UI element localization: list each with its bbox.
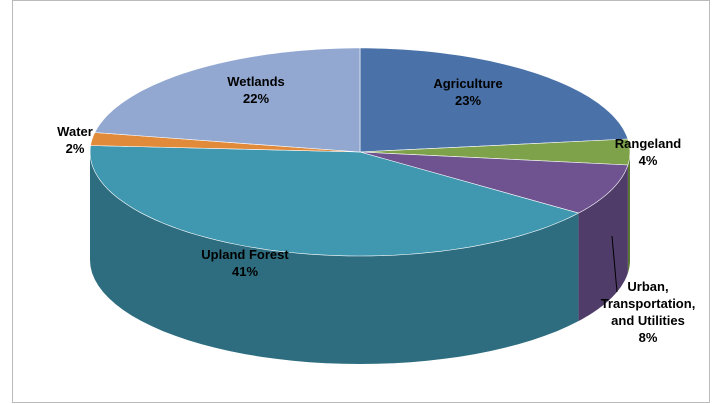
slice-name: Wetlands xyxy=(227,74,285,89)
slice xyxy=(359,151,629,214)
slice-side xyxy=(627,152,630,273)
slice-value: 23% xyxy=(454,93,482,108)
slice-name: Agriculture xyxy=(433,76,503,91)
slice xyxy=(89,145,580,257)
slice-side xyxy=(90,152,579,364)
slice-label: Agriculture 23% xyxy=(433,75,502,109)
slice-name: Rangeland xyxy=(614,136,682,151)
slice xyxy=(94,47,361,153)
slice-name: Upland Forest xyxy=(201,247,289,262)
slice-side xyxy=(578,165,628,322)
slice-label: Wetlands 22% xyxy=(227,73,285,107)
slice-name: Urban, Transportation, and Utilities xyxy=(600,279,696,328)
slice-value: 41% xyxy=(231,264,259,279)
pie-sides xyxy=(90,152,630,364)
slice-name: Water xyxy=(57,124,93,139)
slice xyxy=(359,47,629,153)
leader-line xyxy=(611,235,618,293)
slice-label: Urban, Transportation, and Utilities 8% xyxy=(592,278,704,346)
pie-tops xyxy=(89,47,631,257)
slice-value: 22% xyxy=(242,91,270,106)
slice-value: 4% xyxy=(638,153,658,168)
slice-value: 2% xyxy=(65,141,85,156)
slice xyxy=(359,138,631,166)
slice-label: Upland Forest 41% xyxy=(201,246,288,280)
slice-label: Rangeland 4% xyxy=(615,135,681,169)
slice-label: Water 2% xyxy=(57,123,93,157)
slice-value: 8% xyxy=(638,330,658,345)
